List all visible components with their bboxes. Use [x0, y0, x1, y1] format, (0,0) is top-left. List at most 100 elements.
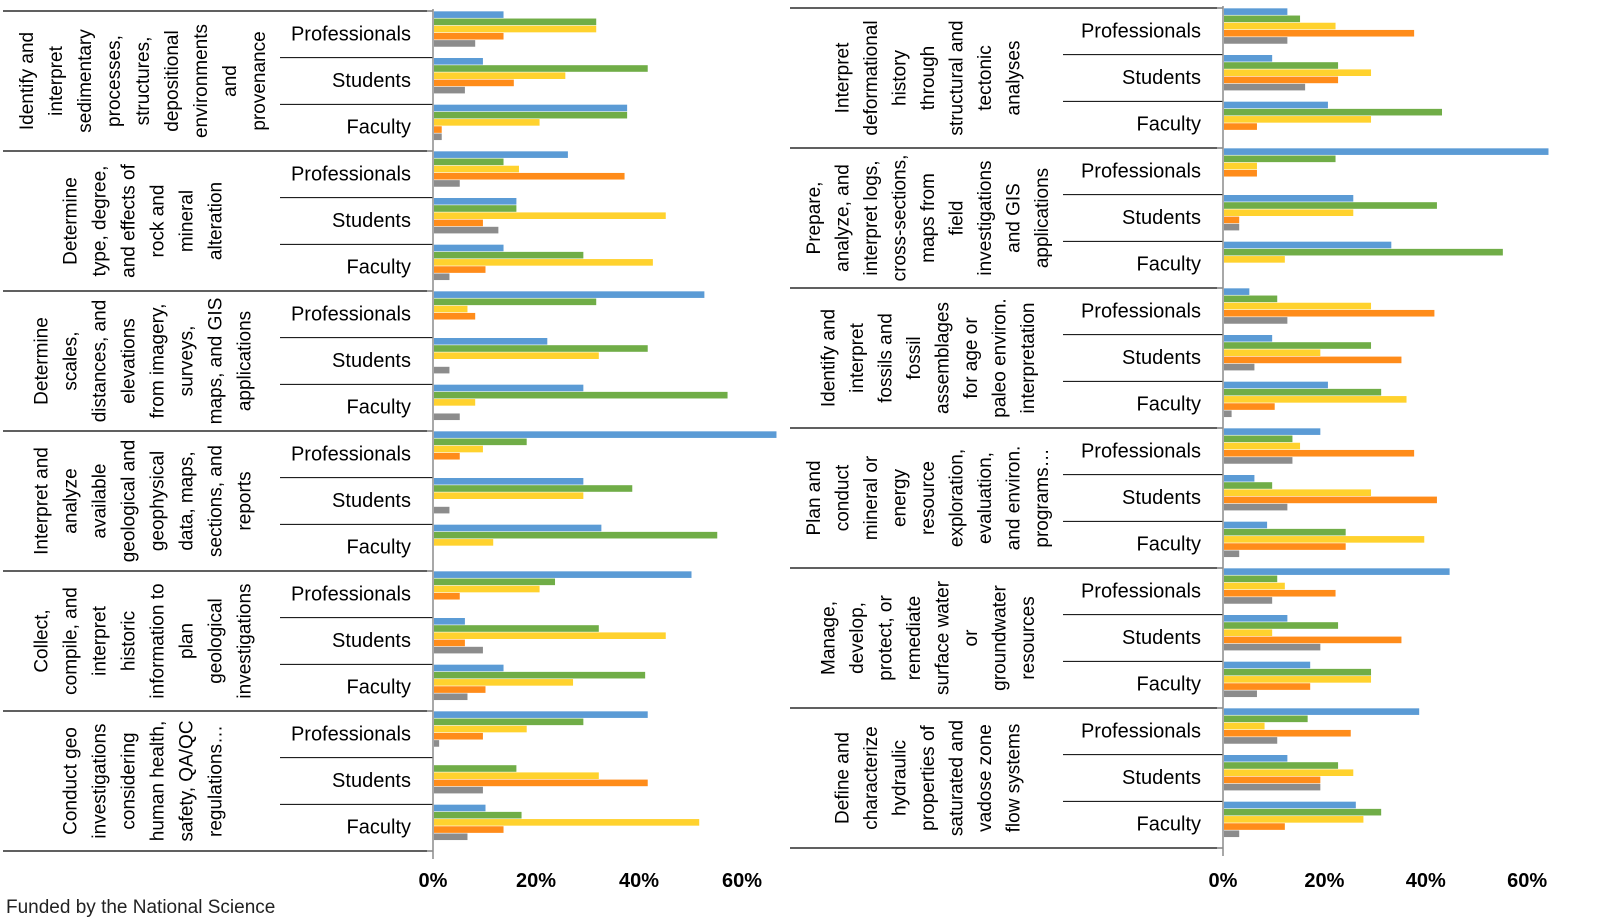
bar-s5-students [1224, 783, 1321, 791]
bar-s2-faculty [434, 111, 628, 119]
bar-s4-students [1224, 636, 1402, 644]
bar-s3-professionals [1224, 442, 1301, 450]
bar-s5-professionals [434, 180, 460, 187]
bar-s5-students [434, 646, 483, 654]
bar-s1-faculty [434, 664, 504, 672]
category-label-line: Interpret and [32, 447, 53, 555]
bar-s1-professionals [434, 711, 648, 718]
bar-s1-students [1224, 55, 1273, 62]
group-label: Students [332, 770, 411, 792]
bar-s2-professionals [434, 578, 556, 586]
bar-s5-students [1224, 223, 1240, 231]
category-label: Manage, develop, protect, or remediate surfa… [818, 580, 1039, 695]
category-label-line: interpretation [1018, 303, 1039, 414]
category-label-line: alteration [206, 182, 227, 260]
category-label: Define and characterize hydraulic propertie… [833, 720, 1025, 836]
category-label-line: characterize [861, 726, 882, 830]
bar-s3-professionals [1224, 722, 1265, 730]
category-label: Interpret and analyze available geological … [32, 440, 256, 563]
category-label-line: assemblages [932, 302, 953, 414]
bar-s3-faculty [434, 539, 494, 546]
bar-s1-faculty [434, 104, 628, 112]
bar-s5-students [434, 506, 450, 514]
bar-s1-professionals [1224, 428, 1321, 435]
bar-s4-faculty [1224, 123, 1257, 130]
category-label-line: or [961, 629, 982, 647]
category-label-line: surveys, [177, 326, 198, 397]
category-label-line: processes, [104, 35, 125, 127]
category-label-line: safety, QA/QC [177, 720, 198, 841]
category-label: Identify and interpret fossils and fossil as… [818, 298, 1039, 417]
category-label-line: Interpret [833, 42, 854, 113]
bar-s4-professionals [1224, 589, 1336, 597]
bar-s4-professionals [434, 312, 476, 320]
category-label-line: resource [918, 461, 939, 535]
bar-s2-students [1224, 762, 1339, 769]
category-label-line: from imagery, [148, 304, 169, 419]
chart-1: Identify and interpret sedimentary processe… [3, 9, 777, 892]
category-label-line: conduct [833, 464, 854, 531]
bar-s4-students [1224, 356, 1402, 364]
group-label: Students [1122, 767, 1201, 789]
category-label-line: tectonic [975, 45, 996, 110]
bar-s5-professionals [1224, 737, 1278, 744]
category-label-line: Collect, [32, 609, 53, 672]
category-label-line: interpret logs, [861, 160, 882, 275]
bar-s1-professionals [434, 571, 692, 578]
bar-s4-faculty [1224, 823, 1285, 830]
bar-s1-professionals [434, 151, 568, 158]
bar-s2-professionals [1224, 715, 1308, 723]
panel-4: Interpret and analyze available geological … [3, 430, 777, 563]
panel-2: Prepare, analyze, and interpret logs, cross… [790, 147, 1549, 281]
group-label: Professionals [291, 443, 411, 465]
category-label-line: remediate [904, 596, 925, 681]
category-label-line: Define and [833, 732, 854, 824]
bar-s4-professionals [434, 172, 625, 180]
category-label-line: data, maps, [177, 451, 198, 550]
bar-s4-students [434, 639, 465, 647]
bar-s3-students [434, 352, 599, 359]
category-label: Collect, compile, and interpret historic inf… [32, 583, 256, 698]
category-label-line: interpret [46, 45, 67, 115]
category-label-line: applications [235, 311, 256, 411]
category-label-line: maps, and GIS [206, 298, 227, 425]
bar-s3-students [434, 72, 566, 79]
category-label-line: type, degree, [90, 166, 111, 277]
bar-s3-students [1224, 209, 1354, 216]
category-label: Identify and interpret sedimentary processe… [17, 24, 270, 138]
category-label-line: environments [191, 24, 212, 138]
group-label: Professionals [291, 163, 411, 185]
category-label-line: energy [890, 468, 911, 527]
group-label: Faculty [347, 397, 411, 419]
category-label-line: Manage, [818, 601, 839, 675]
bar-s4-students [434, 79, 514, 87]
bar-s1-faculty [1224, 661, 1311, 669]
category-label-line: investigations [975, 160, 996, 275]
panel-3: Identify and interpret fossils and fossil as… [790, 287, 1435, 418]
category-label-line: interpret [847, 322, 868, 392]
group-label: Professionals [1081, 300, 1201, 322]
bar-s2-students [1224, 202, 1437, 209]
bar-s2-faculty [1224, 668, 1372, 676]
bar-s3-professionals [434, 585, 540, 593]
bar-s5-professionals [1224, 597, 1273, 604]
bar-s4-students [1224, 776, 1321, 784]
bar-s4-professionals [1224, 29, 1415, 37]
bar-s1-professionals [434, 431, 777, 438]
category-label-line: groundwater [989, 585, 1010, 691]
bar-s1-faculty [1224, 101, 1328, 109]
bar-s4-students [1224, 216, 1240, 224]
category-label-line: compile, and [61, 587, 82, 695]
bar-s4-professionals [1224, 169, 1257, 177]
group-label: Faculty [1137, 534, 1201, 556]
bar-s3-faculty [434, 119, 540, 126]
category-label-line: for age or [961, 317, 982, 399]
x-tick-label: 40% [1406, 870, 1446, 892]
category-label: Determine type, degree, and effects of rock… [61, 163, 227, 277]
category-label-line: vadose zone [975, 724, 996, 832]
bar-s3-professionals [434, 25, 597, 33]
bar-s1-faculty [434, 244, 504, 252]
category-label-line: geological and [119, 440, 140, 563]
group-label: Faculty [1137, 254, 1201, 276]
